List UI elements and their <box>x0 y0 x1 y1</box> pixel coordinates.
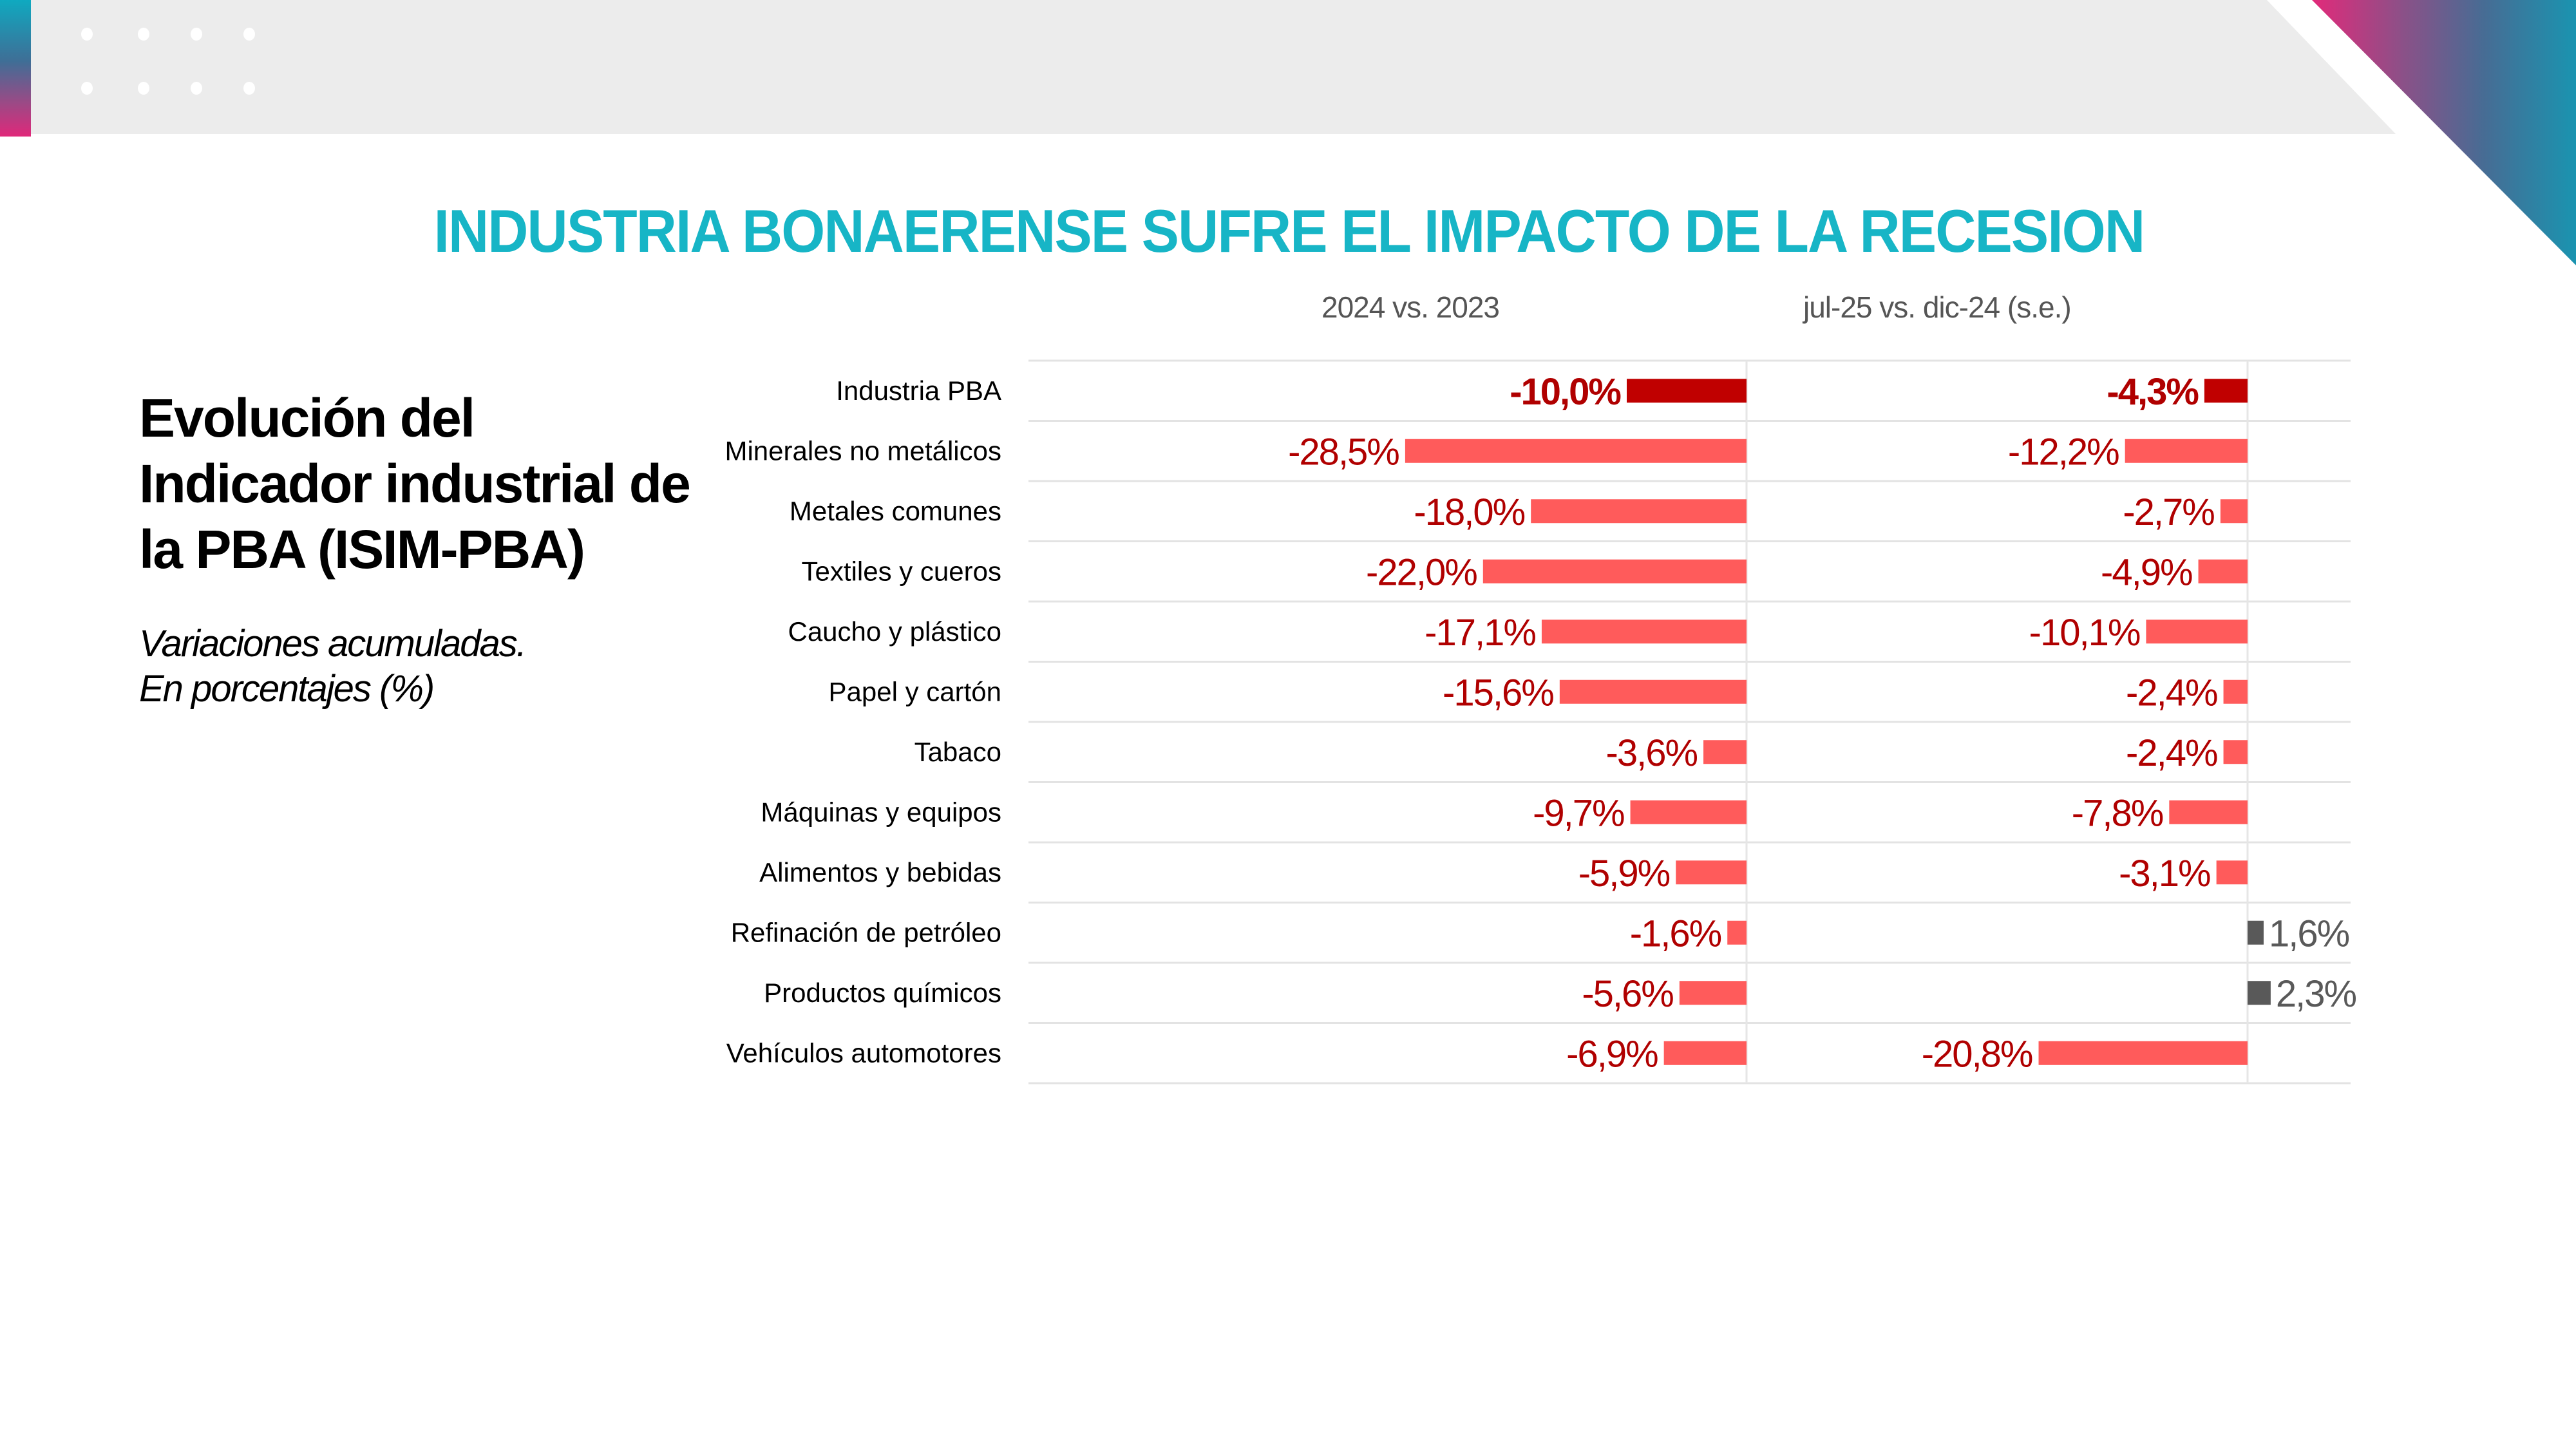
bar-series-1 <box>1531 499 1747 524</box>
chart-subtitle-line: Variaciones acumuladas. <box>139 623 527 665</box>
category-label: Caucho y plástico <box>788 616 1001 647</box>
bar-series-2 <box>2220 499 2248 524</box>
bar-series-1 <box>1679 981 1747 1005</box>
data-label-series-2: -12,2% <box>2008 431 2119 473</box>
bar-series-2 <box>2146 620 2248 644</box>
data-label-series-2: 1,6% <box>2269 913 2349 954</box>
bar-series-2 <box>2204 379 2248 403</box>
page-title: INDUSTRIA BONAERENSE SUFRE EL IMPACTO DE… <box>433 197 2146 265</box>
data-label-series-1: -22,0% <box>1366 551 1477 593</box>
header-band <box>0 0 2396 134</box>
data-label-series-2: -2,4% <box>2126 732 2217 774</box>
data-label-series-1: -5,6% <box>1582 973 1673 1015</box>
data-label-series-1: -18,0% <box>1414 491 1524 533</box>
data-label-series-1: -17,1% <box>1425 612 1535 654</box>
bar-series-2 <box>2248 920 2264 945</box>
bar-series-1 <box>1405 439 1747 463</box>
bar-series-2 <box>2216 860 2248 885</box>
data-label-series-1: -9,7% <box>1533 792 1624 834</box>
left-accent-bar <box>0 0 31 137</box>
series-header-1: 2024 vs. 2023 <box>1321 290 1500 324</box>
bar-series-2 <box>2198 559 2248 583</box>
bar-series-1 <box>1559 679 1747 704</box>
category-label: Metales comunes <box>790 496 1001 526</box>
bar-series-1 <box>1703 740 1747 764</box>
category-label: Tabaco <box>914 737 1001 767</box>
category-label: Vehículos automotores <box>726 1037 1001 1068</box>
data-label-series-2: -4,3% <box>2107 371 2199 413</box>
decor-dot <box>243 82 255 95</box>
data-label-series-2: -20,8% <box>1922 1033 2032 1075</box>
chart-subtitle-line: En porcentajes (%) <box>139 668 435 710</box>
category-label: Máquinas y equipos <box>761 797 1001 827</box>
chart-title-line: la PBA (ISIM-PBA) <box>139 519 585 580</box>
data-label-series-1: -15,6% <box>1443 672 1553 714</box>
category-label: Papel y cartón <box>829 676 1002 706</box>
decor-dot <box>191 28 202 41</box>
chart-title-line: Indicador industrial de <box>139 453 691 514</box>
decor-dot <box>81 82 93 95</box>
decor-dot <box>138 28 149 41</box>
bar-series-2 <box>2248 981 2271 1005</box>
bar-series-1 <box>1676 860 1747 885</box>
data-label-series-1: -3,6% <box>1606 732 1698 774</box>
data-label-series-2: 2,3% <box>2276 973 2356 1015</box>
chart-title: Evolución del Indicador industrial de la… <box>139 385 744 582</box>
bar-series-1 <box>1663 1041 1747 1065</box>
decor-dot <box>243 28 255 41</box>
data-label-series-1: -1,6% <box>1630 913 1721 954</box>
bar-series-2 <box>2223 740 2248 764</box>
category-label: Minerales no metálicos <box>724 435 1001 466</box>
data-label-series-1: -10,0% <box>1510 371 1621 413</box>
bar-series-2 <box>2125 439 2248 463</box>
data-label-series-1: -28,5% <box>1288 431 1399 473</box>
data-label-series-2: -2,4% <box>2126 672 2217 714</box>
decor-dot <box>138 82 149 95</box>
category-label: Alimentos y bebidas <box>759 857 1001 887</box>
bar-series-1 <box>1727 920 1747 945</box>
data-label-series-1: -6,9% <box>1566 1033 1658 1075</box>
bar-series-2 <box>2223 679 2248 704</box>
bar-series-1 <box>1482 559 1747 583</box>
decor-dot <box>191 82 202 95</box>
bar-series-2 <box>2169 800 2248 824</box>
data-label-series-2: -4,9% <box>2101 551 2192 593</box>
data-label-series-2: -2,7% <box>2123 491 2214 533</box>
chart-subtitle: Variaciones acumuladas. En porcentajes (… <box>139 621 719 712</box>
bar-series-1 <box>1630 800 1747 824</box>
data-label-series-1: -5,9% <box>1578 853 1670 895</box>
category-label: Textiles y cueros <box>802 556 1001 586</box>
category-label: Refinación de petróleo <box>731 917 1001 947</box>
bar-series-1 <box>1541 620 1747 644</box>
category-label: Industria PBA <box>836 375 1001 406</box>
bar-series-1 <box>1627 379 1747 403</box>
data-label-series-2: -3,1% <box>2119 853 2210 895</box>
series-header-2: jul-25 vs. dic-24 (s.e.) <box>1803 290 2072 324</box>
data-label-series-2: -10,1% <box>2029 612 2140 654</box>
category-label: Productos químicos <box>764 978 1001 1008</box>
bar-series-2 <box>2038 1041 2248 1065</box>
data-label-series-2: -7,8% <box>2072 792 2163 834</box>
decor-dot <box>81 28 93 41</box>
chart-title-line: Evolución del <box>139 388 475 448</box>
